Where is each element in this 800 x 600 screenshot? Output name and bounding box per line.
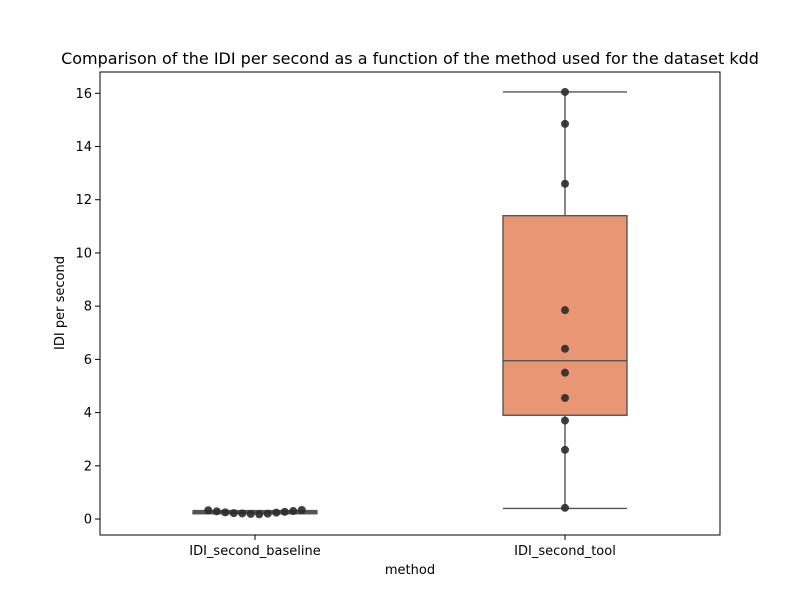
y-tick-label: 10 bbox=[75, 246, 92, 261]
y-tick-label: 0 bbox=[84, 513, 92, 528]
y-tick-label: 16 bbox=[75, 87, 92, 102]
box-elements bbox=[192, 91, 628, 515]
x-tick-label: IDI_second_tool bbox=[514, 544, 616, 559]
y-tick-label: 12 bbox=[75, 193, 92, 208]
x-axis-title: method bbox=[385, 563, 435, 578]
data-point bbox=[561, 306, 569, 315]
x-axis-ticks: IDI_second_baseline IDI_second_tool bbox=[189, 535, 616, 559]
plot-area-frame bbox=[99, 71, 721, 536]
data-point bbox=[204, 506, 213, 515]
y-tick-label: 4 bbox=[84, 406, 92, 421]
y-axis-title: IDI per second bbox=[53, 256, 68, 350]
box-iqr bbox=[502, 214, 628, 416]
data-point bbox=[561, 416, 569, 425]
data-point bbox=[561, 393, 569, 402]
y-axis-ticks: 0 2 4 6 8 10 12 14 16 bbox=[75, 87, 100, 528]
data-point bbox=[289, 507, 298, 516]
data-point bbox=[561, 344, 569, 353]
data-point bbox=[263, 509, 272, 518]
y-tick-label: 2 bbox=[84, 459, 92, 474]
data-point bbox=[255, 510, 264, 519]
data-point bbox=[561, 503, 569, 512]
data-point bbox=[229, 509, 238, 518]
data-points bbox=[204, 87, 569, 519]
data-point bbox=[272, 508, 281, 517]
data-point bbox=[212, 507, 221, 516]
y-tick-label: 14 bbox=[75, 140, 92, 155]
data-point bbox=[297, 505, 306, 514]
data-point bbox=[246, 509, 255, 518]
data-point bbox=[561, 179, 569, 188]
data-point bbox=[238, 509, 247, 518]
chart-title: Comparison of the IDI per second as a fu… bbox=[61, 49, 759, 68]
data-point bbox=[561, 119, 569, 128]
data-point bbox=[221, 508, 230, 517]
x-tick-label: IDI_second_baseline bbox=[189, 544, 321, 559]
data-point bbox=[561, 87, 569, 96]
y-tick-label: 6 bbox=[84, 353, 92, 368]
data-point bbox=[280, 507, 289, 516]
data-point bbox=[561, 368, 569, 377]
y-tick-label: 8 bbox=[84, 300, 92, 315]
data-point bbox=[561, 445, 569, 454]
